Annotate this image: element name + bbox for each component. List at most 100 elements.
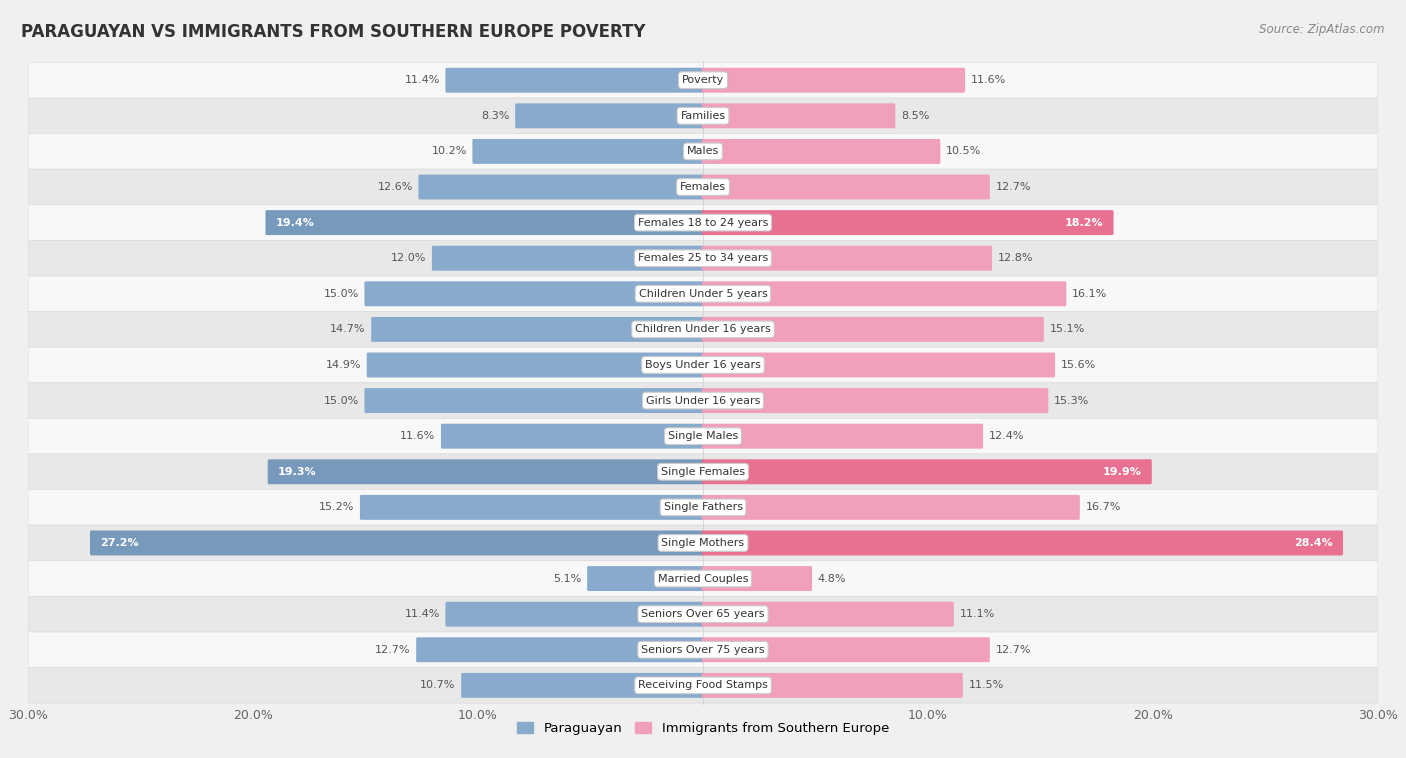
Text: Source: ZipAtlas.com: Source: ZipAtlas.com: [1260, 23, 1385, 36]
FancyBboxPatch shape: [28, 347, 1378, 383]
Text: Single Mothers: Single Mothers: [661, 538, 745, 548]
Text: 12.0%: 12.0%: [391, 253, 426, 263]
Text: Females 18 to 24 years: Females 18 to 24 years: [638, 218, 768, 227]
Text: Single Females: Single Females: [661, 467, 745, 477]
Text: 19.4%: 19.4%: [276, 218, 315, 227]
FancyBboxPatch shape: [702, 566, 813, 591]
FancyBboxPatch shape: [28, 98, 1378, 133]
FancyBboxPatch shape: [28, 276, 1378, 312]
FancyBboxPatch shape: [702, 139, 941, 164]
Text: 12.8%: 12.8%: [998, 253, 1033, 263]
FancyBboxPatch shape: [267, 459, 704, 484]
FancyBboxPatch shape: [702, 210, 1114, 235]
FancyBboxPatch shape: [702, 495, 1080, 520]
Text: Receiving Food Stamps: Receiving Food Stamps: [638, 681, 768, 691]
FancyBboxPatch shape: [702, 602, 953, 627]
FancyBboxPatch shape: [28, 668, 1378, 703]
Text: Single Males: Single Males: [668, 431, 738, 441]
Text: Seniors Over 65 years: Seniors Over 65 years: [641, 609, 765, 619]
FancyBboxPatch shape: [702, 317, 1043, 342]
FancyBboxPatch shape: [364, 281, 704, 306]
FancyBboxPatch shape: [28, 418, 1378, 454]
Text: Seniors Over 75 years: Seniors Over 75 years: [641, 645, 765, 655]
Text: Children Under 5 years: Children Under 5 years: [638, 289, 768, 299]
Text: 11.1%: 11.1%: [959, 609, 994, 619]
FancyBboxPatch shape: [441, 424, 704, 449]
Text: Children Under 16 years: Children Under 16 years: [636, 324, 770, 334]
Text: 19.9%: 19.9%: [1102, 467, 1142, 477]
FancyBboxPatch shape: [367, 352, 704, 377]
FancyBboxPatch shape: [28, 597, 1378, 632]
FancyBboxPatch shape: [702, 637, 990, 662]
Text: 15.2%: 15.2%: [319, 503, 354, 512]
Text: Boys Under 16 years: Boys Under 16 years: [645, 360, 761, 370]
Text: 12.7%: 12.7%: [375, 645, 411, 655]
Text: 16.7%: 16.7%: [1085, 503, 1121, 512]
Text: 15.1%: 15.1%: [1049, 324, 1084, 334]
FancyBboxPatch shape: [28, 454, 1378, 490]
FancyBboxPatch shape: [461, 673, 704, 698]
FancyBboxPatch shape: [28, 525, 1378, 561]
FancyBboxPatch shape: [702, 531, 1343, 556]
Text: Girls Under 16 years: Girls Under 16 years: [645, 396, 761, 406]
FancyBboxPatch shape: [419, 174, 704, 199]
FancyBboxPatch shape: [446, 602, 704, 627]
FancyBboxPatch shape: [588, 566, 704, 591]
Text: 10.7%: 10.7%: [420, 681, 456, 691]
Text: 8.3%: 8.3%: [481, 111, 509, 121]
Text: 4.8%: 4.8%: [818, 574, 846, 584]
FancyBboxPatch shape: [360, 495, 704, 520]
Text: 10.5%: 10.5%: [946, 146, 981, 156]
FancyBboxPatch shape: [515, 103, 704, 128]
Text: Males: Males: [688, 146, 718, 156]
Text: 14.9%: 14.9%: [326, 360, 361, 370]
FancyBboxPatch shape: [28, 240, 1378, 276]
Text: 10.2%: 10.2%: [432, 146, 467, 156]
Text: 15.3%: 15.3%: [1054, 396, 1090, 406]
Text: Married Couples: Married Couples: [658, 574, 748, 584]
Text: 12.7%: 12.7%: [995, 182, 1031, 192]
FancyBboxPatch shape: [702, 459, 1152, 484]
FancyBboxPatch shape: [28, 490, 1378, 525]
Text: 15.6%: 15.6%: [1060, 360, 1095, 370]
FancyBboxPatch shape: [702, 673, 963, 698]
Legend: Paraguayan, Immigrants from Southern Europe: Paraguayan, Immigrants from Southern Eur…: [512, 716, 894, 741]
FancyBboxPatch shape: [702, 424, 983, 449]
Text: 28.4%: 28.4%: [1294, 538, 1333, 548]
Text: 12.6%: 12.6%: [377, 182, 413, 192]
FancyBboxPatch shape: [702, 67, 965, 92]
FancyBboxPatch shape: [472, 139, 704, 164]
FancyBboxPatch shape: [28, 169, 1378, 205]
Text: 14.7%: 14.7%: [330, 324, 366, 334]
FancyBboxPatch shape: [371, 317, 704, 342]
Text: 15.0%: 15.0%: [323, 396, 359, 406]
FancyBboxPatch shape: [416, 637, 704, 662]
FancyBboxPatch shape: [364, 388, 704, 413]
FancyBboxPatch shape: [432, 246, 704, 271]
Text: 11.4%: 11.4%: [405, 609, 440, 619]
Text: Families: Families: [681, 111, 725, 121]
FancyBboxPatch shape: [446, 67, 704, 92]
Text: 16.1%: 16.1%: [1071, 289, 1107, 299]
Text: 11.6%: 11.6%: [970, 75, 1005, 85]
FancyBboxPatch shape: [702, 246, 993, 271]
FancyBboxPatch shape: [28, 205, 1378, 240]
Text: Females 25 to 34 years: Females 25 to 34 years: [638, 253, 768, 263]
FancyBboxPatch shape: [28, 632, 1378, 668]
Text: 12.7%: 12.7%: [995, 645, 1031, 655]
Text: Single Fathers: Single Fathers: [664, 503, 742, 512]
Text: 5.1%: 5.1%: [554, 574, 582, 584]
Text: 8.5%: 8.5%: [901, 111, 929, 121]
FancyBboxPatch shape: [702, 388, 1049, 413]
Text: 27.2%: 27.2%: [100, 538, 139, 548]
FancyBboxPatch shape: [28, 561, 1378, 597]
FancyBboxPatch shape: [702, 103, 896, 128]
FancyBboxPatch shape: [702, 281, 1066, 306]
Text: Poverty: Poverty: [682, 75, 724, 85]
FancyBboxPatch shape: [702, 352, 1054, 377]
Text: Females: Females: [681, 182, 725, 192]
Text: 18.2%: 18.2%: [1064, 218, 1104, 227]
Text: 11.5%: 11.5%: [969, 681, 1004, 691]
Text: 11.6%: 11.6%: [401, 431, 436, 441]
FancyBboxPatch shape: [702, 174, 990, 199]
